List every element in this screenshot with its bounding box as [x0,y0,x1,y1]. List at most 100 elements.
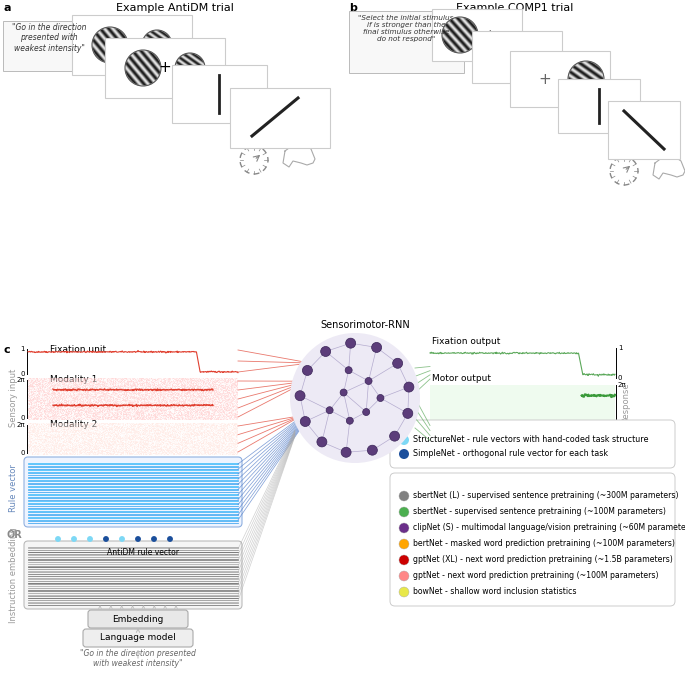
Circle shape [302,365,312,376]
Point [101,533,112,544]
FancyBboxPatch shape [349,11,464,73]
Point [53,533,64,544]
Point [164,533,175,544]
Text: sbertNet - supervised sentence pretraining (~100M parameters): sbertNet - supervised sentence pretraini… [413,507,666,516]
FancyBboxPatch shape [432,9,522,61]
Point [132,533,143,544]
Circle shape [365,378,372,385]
Text: 0: 0 [21,415,25,421]
Text: "Go in the direction
presented with
weakest intensity": "Go in the direction presented with weak… [12,23,86,53]
Text: +: + [159,61,171,76]
Circle shape [404,382,414,392]
Text: c: c [4,345,11,355]
Circle shape [399,491,409,501]
Text: OR: OR [6,530,22,540]
Text: 0: 0 [21,371,25,377]
Text: Sensory input: Sensory input [10,369,18,427]
FancyBboxPatch shape [472,31,562,83]
Text: StructureNet - rule vectors with hand-coded task structure: StructureNet - rule vectors with hand-co… [413,436,649,445]
Text: Example AntiDM trial: Example AntiDM trial [116,3,234,13]
FancyBboxPatch shape [510,51,610,107]
Text: +: + [538,72,551,87]
Text: Modality 1: Modality 1 [50,375,97,384]
FancyBboxPatch shape [172,65,267,123]
Point [84,533,95,544]
Circle shape [399,507,409,517]
Circle shape [346,338,356,348]
Text: Response: Response [621,382,630,423]
Text: Rule-based models: Rule-based models [398,427,484,436]
Circle shape [326,406,333,414]
Circle shape [340,389,347,396]
Text: +: + [510,49,523,64]
Text: 0: 0 [21,450,25,456]
Text: Rule vector: Rule vector [10,464,18,512]
FancyBboxPatch shape [24,457,242,527]
FancyBboxPatch shape [558,79,640,133]
Text: 2π: 2π [618,382,627,388]
Text: Sensorimotor-RNN: Sensorimotor-RNN [320,320,410,330]
Circle shape [403,408,413,419]
Circle shape [377,395,384,402]
Text: sbertNet (L) - supervised sentence pretraining (~300M parameters): sbertNet (L) - supervised sentence pretr… [413,492,679,501]
Circle shape [393,359,403,368]
Circle shape [399,555,409,565]
Text: 1: 1 [21,346,25,352]
Text: 2π: 2π [16,422,25,428]
Point [149,533,160,544]
Text: Fixation unit: Fixation unit [50,345,106,354]
Circle shape [317,437,327,447]
FancyBboxPatch shape [230,88,330,148]
FancyBboxPatch shape [608,101,680,159]
Text: Instruction embedding: Instruction embedding [10,527,18,623]
FancyBboxPatch shape [88,610,188,628]
Text: Motor output: Motor output [432,374,491,383]
Circle shape [300,417,310,426]
Text: gptNet - next word prediction pretraining (~100M parameters): gptNet - next word prediction pretrainin… [413,572,658,581]
Circle shape [362,408,370,415]
Text: 2π: 2π [16,377,25,383]
FancyBboxPatch shape [105,38,225,98]
Circle shape [399,587,409,597]
Text: b: b [349,3,357,13]
Circle shape [295,391,305,401]
FancyBboxPatch shape [83,629,193,647]
Circle shape [321,346,331,357]
Circle shape [399,539,409,549]
Text: "Go in the direction presented
with weakest intensity": "Go in the direction presented with weak… [80,649,196,669]
FancyBboxPatch shape [72,15,192,75]
Circle shape [399,523,409,533]
Circle shape [367,445,377,455]
Circle shape [399,435,409,445]
FancyBboxPatch shape [390,420,675,468]
FancyBboxPatch shape [390,473,675,606]
Text: a: a [4,3,12,13]
Text: Fixation output: Fixation output [432,337,500,346]
Text: +: + [125,38,138,53]
Text: 0: 0 [618,375,623,381]
Text: AntiDM rule vector: AntiDM rule vector [107,548,179,557]
FancyBboxPatch shape [24,541,242,609]
Text: Language models: Language models [398,480,478,489]
Text: Embedding: Embedding [112,615,164,624]
Text: bertNet - masked word prediction pretraining (~100M parameters): bertNet - masked word prediction pretrai… [413,540,675,548]
Circle shape [399,571,409,581]
Text: bowNet - shallow word inclusion statistics: bowNet - shallow word inclusion statisti… [413,587,577,596]
Circle shape [399,449,409,459]
Circle shape [390,431,399,441]
Point [68,533,79,544]
Text: gptNet (XL) - next word prediction pretraining (~1.5B parameters): gptNet (XL) - next word prediction pretr… [413,555,673,565]
Text: +: + [485,29,495,42]
Text: 0: 0 [618,430,623,436]
Text: Modality 2: Modality 2 [50,420,97,429]
Text: 1: 1 [618,345,623,351]
Text: "Select the initial stimulus
if is stronger than the
final stimulus otherwise
do: "Select the initial stimulus if is stron… [358,15,453,42]
Circle shape [372,342,382,352]
Point [116,533,127,544]
Text: Example COMP1 trial: Example COMP1 trial [456,3,573,13]
Circle shape [345,367,352,374]
Text: clipNet (S) - multimodal language/vision pretraining (~60M parameters): clipNet (S) - multimodal language/vision… [413,523,685,533]
FancyBboxPatch shape [3,21,95,71]
Circle shape [341,447,351,458]
Text: SimpleNet - orthogonal rule vector for each task: SimpleNet - orthogonal rule vector for e… [413,449,608,458]
